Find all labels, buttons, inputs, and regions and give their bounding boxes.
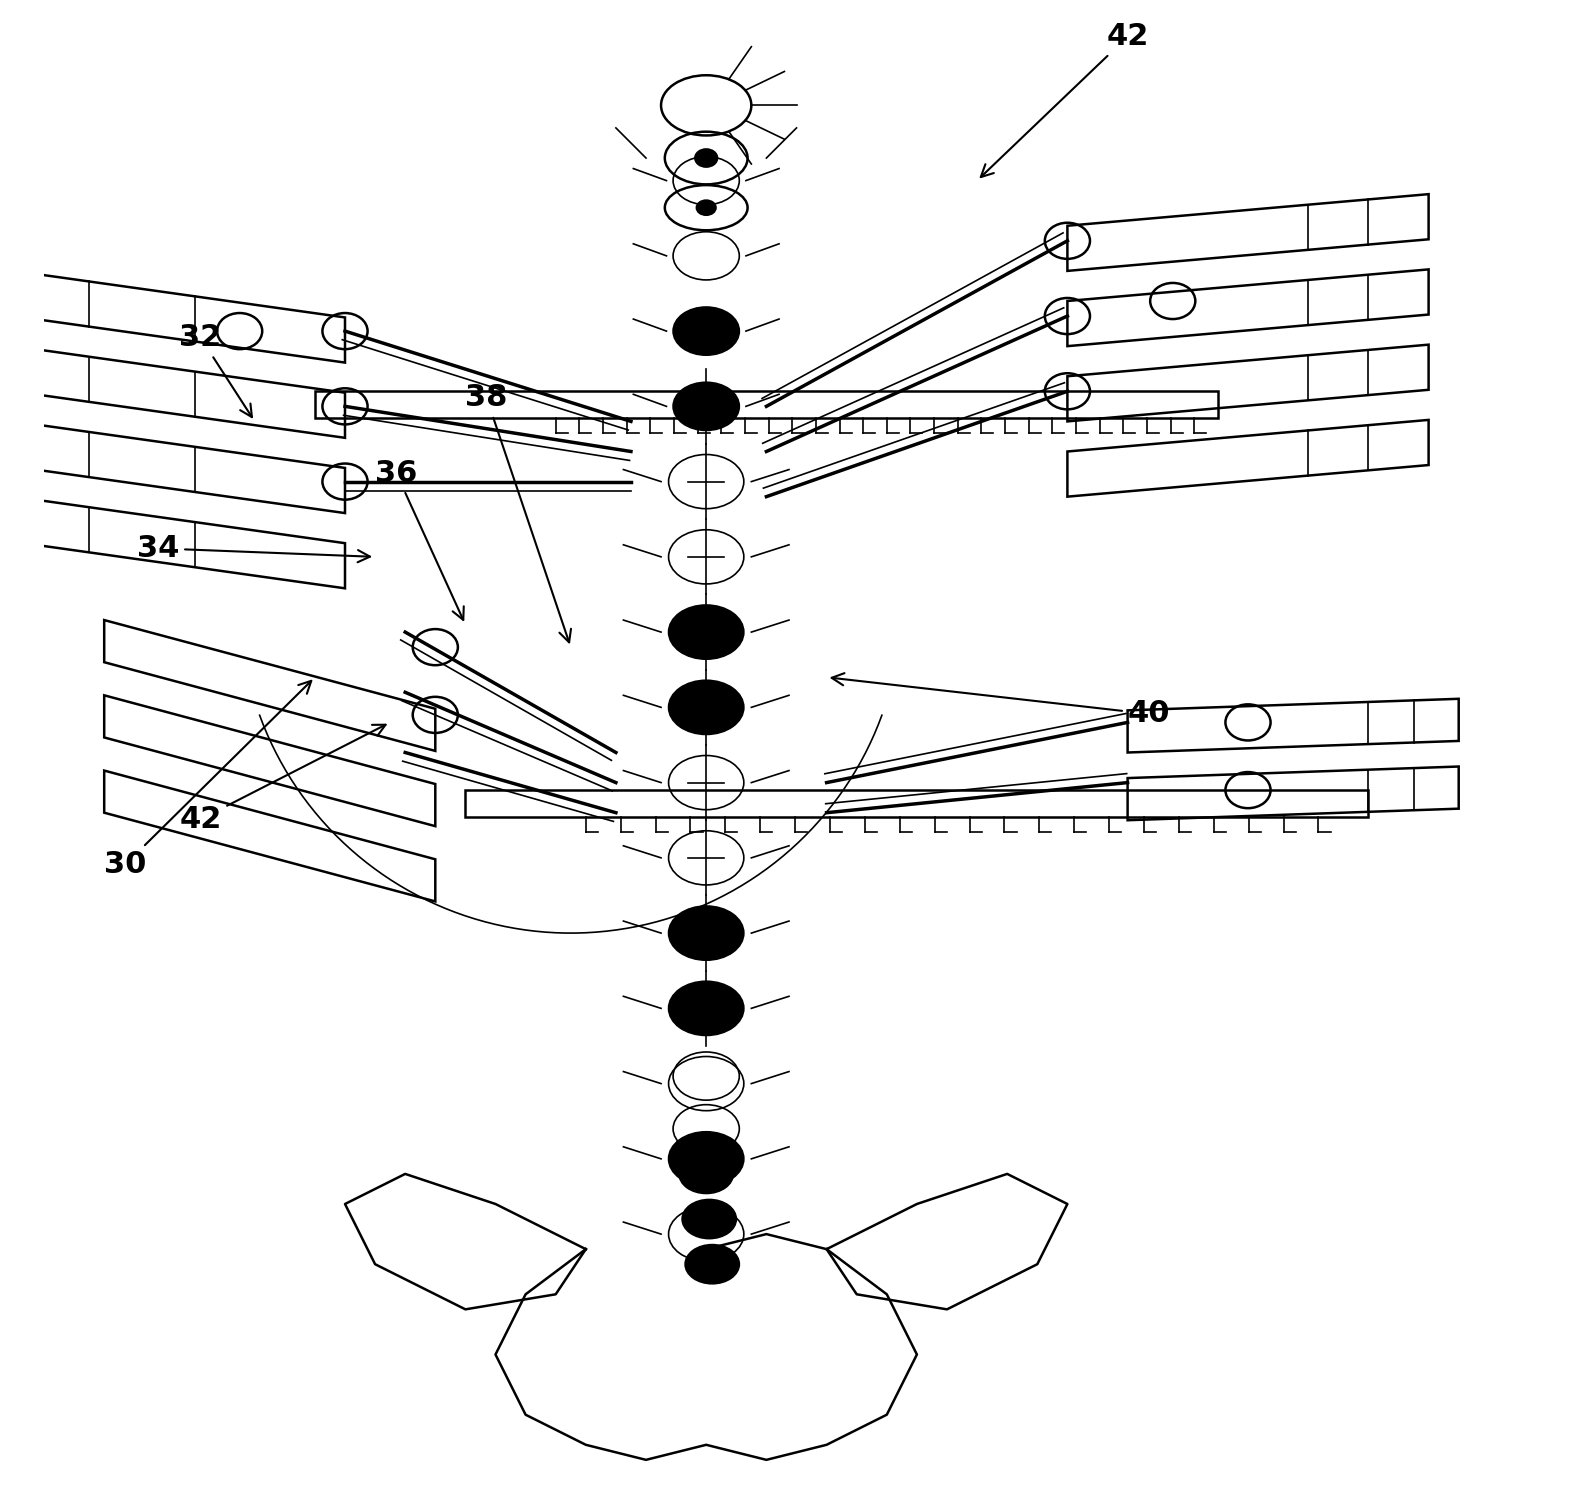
Ellipse shape xyxy=(669,680,744,734)
Ellipse shape xyxy=(682,1199,736,1239)
Text: 36: 36 xyxy=(374,459,464,620)
Text: 38: 38 xyxy=(465,384,570,643)
Ellipse shape xyxy=(674,307,739,355)
Text: 42: 42 xyxy=(180,725,386,834)
Text: 40: 40 xyxy=(832,673,1171,728)
Ellipse shape xyxy=(669,981,744,1035)
Ellipse shape xyxy=(685,1245,739,1284)
Text: 42: 42 xyxy=(981,23,1149,178)
Ellipse shape xyxy=(696,200,715,215)
Text: 34: 34 xyxy=(137,534,370,563)
Text: 30: 30 xyxy=(104,680,311,879)
Ellipse shape xyxy=(679,1154,733,1193)
Ellipse shape xyxy=(695,149,717,167)
Ellipse shape xyxy=(669,605,744,659)
Ellipse shape xyxy=(674,382,739,430)
Ellipse shape xyxy=(669,906,744,960)
Text: 32: 32 xyxy=(180,324,252,417)
Ellipse shape xyxy=(669,1132,744,1186)
